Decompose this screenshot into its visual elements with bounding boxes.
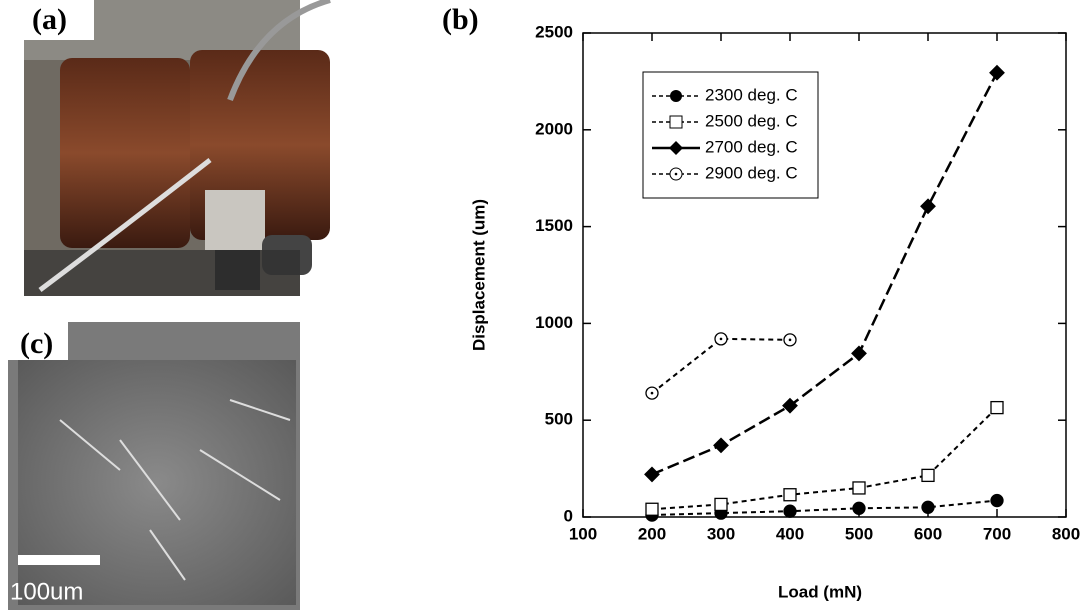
legend-label: 2900 deg. C [705,163,798,182]
marker [989,64,1005,81]
x-tick-label: 100 [569,524,597,543]
x-tick-label: 700 [983,524,1011,543]
y-tick-label: 2500 [535,22,573,41]
panel-label: (c) [20,327,53,360]
series-line [651,72,999,476]
marker [713,437,729,454]
legend-marker [670,90,682,102]
x-tick-label: 300 [707,524,735,543]
y-tick-label: 1500 [535,216,573,235]
panel-label: (a) [32,3,67,36]
scale-bar-label: 100um [10,578,83,605]
marker [921,468,935,483]
marker [714,497,728,512]
marker-dot [719,337,723,341]
y-tick-label: 0 [564,506,573,525]
marker-dot [788,338,792,342]
series-line [651,337,791,394]
plot-frame [582,32,1067,518]
x-tick-label: 400 [776,524,804,543]
legend-label: 2300 deg. C [705,85,798,104]
legend-marker [669,115,683,129]
x-tick-label: 800 [1052,524,1080,543]
y-tick-label: 500 [545,410,573,429]
panel-label: (b) [442,3,479,36]
x-axis-label: Load (mN) [778,582,862,601]
marker [644,466,660,483]
photo-a [24,0,331,296]
x-tick-label: 600 [914,524,942,543]
legend-label: 2500 deg. C [705,111,798,130]
marker [783,504,797,518]
x-tick-label: 500 [845,524,873,543]
marker [921,500,935,514]
marker [851,345,867,362]
marker [990,493,1004,508]
marker [990,400,1004,415]
marker [782,397,798,414]
series-line [651,406,998,511]
marker [920,198,936,215]
y-tick-label: 1000 [535,313,573,332]
marker [852,501,866,515]
y-tick-label: 2000 [535,119,573,138]
marker [783,488,797,502]
y-axis-label: Displacement (um) [469,199,488,351]
marker [852,481,866,495]
marker [645,502,659,516]
series-line [651,499,998,517]
photo-c [8,322,300,610]
legend-label: 2700 deg. C [705,137,798,156]
legend-marker [674,172,678,176]
legend-marker [669,141,683,155]
x-tick-label: 200 [638,524,666,543]
marker-dot [650,391,654,395]
